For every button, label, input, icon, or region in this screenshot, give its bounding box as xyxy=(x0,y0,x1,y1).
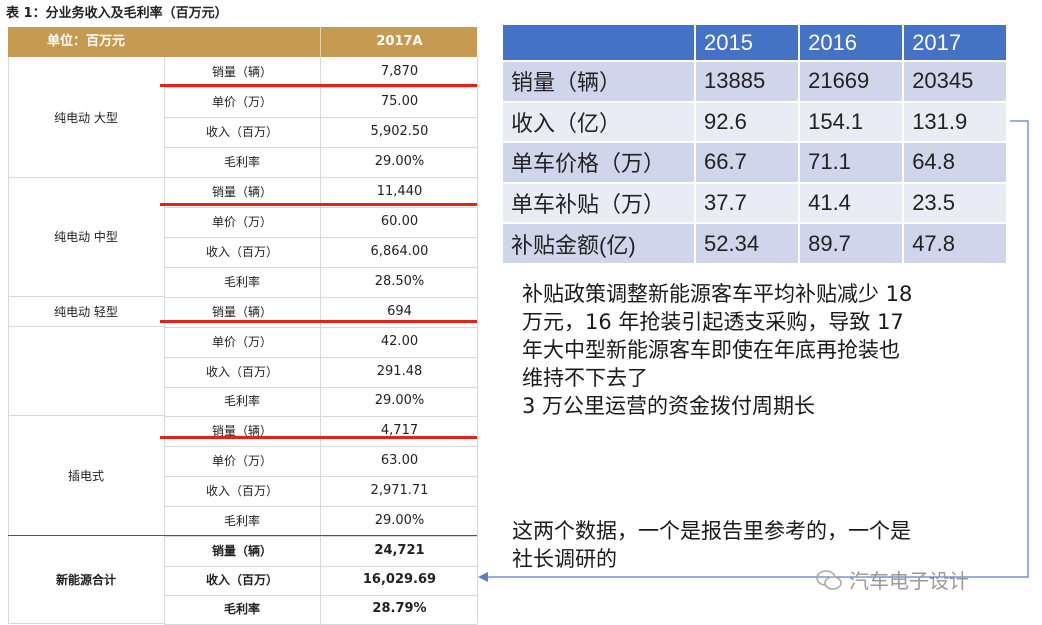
table-row: 销量（辆） 13885 21669 20345 xyxy=(503,60,1006,102)
cell-value: 92.6 xyxy=(693,100,800,143)
metric-label: 销量（辆） xyxy=(211,65,272,80)
metric-value: 11,440 xyxy=(320,177,478,207)
header-year: 2017A xyxy=(320,27,478,57)
table-header-row: 2015 2016 2017 xyxy=(503,25,1006,61)
metric-label: 毛利率 xyxy=(223,155,260,170)
metric-label: 收入（百万） xyxy=(205,245,278,260)
row-label: 补贴金额(亿) xyxy=(503,222,695,263)
metric-label: 单价（万） xyxy=(211,335,272,350)
red-underline xyxy=(160,203,477,206)
metric-label: 毛利率 xyxy=(223,394,260,409)
cell-value: 131.9 xyxy=(902,100,1006,143)
cell-value: 89.7 xyxy=(798,222,904,263)
note-line: 社长调研的 xyxy=(512,547,617,571)
note-line: 补贴政策调整新能源客车平均补贴减少 18 xyxy=(522,282,913,306)
metric-label: 单价（万） xyxy=(211,95,272,110)
group-label: 纯电动 轻型 xyxy=(8,297,165,327)
subsidy-table: 2015 2016 2017 销量（辆） 13885 21669 20345 收… xyxy=(503,25,1006,263)
note-line: 3 万公里运营的资金拨付周期长 xyxy=(522,394,816,418)
metric-value: 42.00 xyxy=(320,327,478,357)
metric-value: 63.00 xyxy=(320,446,478,476)
table-border xyxy=(8,57,478,623)
metric-value: 7,870 xyxy=(320,57,478,87)
row-label: 单车补贴（万） xyxy=(503,181,695,224)
metric-value: 24,721 xyxy=(320,536,478,566)
metric-label: 收入（百万） xyxy=(205,573,278,588)
total-divider xyxy=(8,535,477,536)
metric-value: 6,864.00 xyxy=(320,237,478,267)
metric-value: 291.48 xyxy=(320,357,478,387)
red-underline xyxy=(160,320,477,323)
table-row: 收入（百万） 16,029.69 xyxy=(164,565,477,596)
cell-value: 20345 xyxy=(902,60,1006,102)
row-label: 单车价格（万） xyxy=(503,141,695,183)
metric-label: 毛利率 xyxy=(223,514,260,529)
metric-value: 29.00% xyxy=(320,147,478,177)
metric-value: 75.00 xyxy=(320,87,478,117)
year-header: 2016 xyxy=(798,25,904,61)
metric-label: 销量（辆） xyxy=(211,544,272,559)
metric-value: 60.00 xyxy=(320,207,478,237)
metric-value: 16,029.69 xyxy=(320,565,478,595)
metric-value: 28.79% xyxy=(320,594,478,624)
metric-label: 收入（百万） xyxy=(205,484,278,499)
metric-value: 2,971.71 xyxy=(320,476,478,506)
note-line: 维持不下去了 xyxy=(522,366,648,390)
note-line: 这两个数据，一个是报告里参考的，一个是 xyxy=(512,519,911,543)
red-underline xyxy=(160,84,477,87)
metric-value: 28.50% xyxy=(320,267,478,297)
cell-value: 66.7 xyxy=(693,141,800,183)
cell-value: 23.5 xyxy=(902,181,1006,224)
cell-value: 47.8 xyxy=(902,222,1006,263)
cell-value: 13885 xyxy=(693,60,800,102)
header-blank xyxy=(503,25,695,61)
metric-label: 单价（万） xyxy=(211,454,272,469)
cell-value: 52.34 xyxy=(693,222,800,263)
note-line: 年大中型新能源客车即使在年底再抢装也 xyxy=(522,338,900,362)
metric-label: 单价（万） xyxy=(211,215,272,230)
metric-label: 销量（辆） xyxy=(211,424,272,439)
header-unit: 单位：百万元 xyxy=(46,34,125,49)
table-row: 收入（亿） 92.6 154.1 131.9 xyxy=(503,100,1006,143)
cell-value: 71.1 xyxy=(798,141,904,183)
row-label: 销量（辆） xyxy=(503,60,695,102)
metric-value: 694 xyxy=(320,297,478,327)
cell-value: 21669 xyxy=(798,60,904,102)
metric-label: 销量（辆） xyxy=(211,305,272,320)
metric-label: 收入（百万） xyxy=(205,125,278,140)
year-header: 2015 xyxy=(693,25,800,61)
watermark: 汽车电子设计 xyxy=(815,565,969,594)
metric-label: 毛利率 xyxy=(223,602,260,617)
table-caption: 表 1：分业务收入及毛利率（百万元） xyxy=(6,6,228,21)
group-label-continuation xyxy=(8,327,165,416)
metric-label: 收入（百万） xyxy=(205,365,278,380)
table-row: 补贴金额(亿) 52.34 89.7 47.8 xyxy=(503,222,1006,263)
table-row: 单车价格（万） 66.7 71.1 64.8 xyxy=(503,141,1006,183)
note-line: 万元，16 年抢装引起透支采购，导致 17 xyxy=(522,310,904,334)
data-source-note: 这两个数据，一个是报告里参考的，一个是 社长调研的 xyxy=(512,517,982,573)
wechat-icon xyxy=(816,569,842,590)
row-label: 收入（亿） xyxy=(503,100,695,143)
analysis-note: 补贴政策调整新能源客车平均补贴减少 18 万元，16 年抢装引起透支采购，导致 … xyxy=(522,280,992,420)
year-header: 2017 xyxy=(902,25,1006,61)
metric-value: 4,717 xyxy=(320,416,478,446)
watermark-text: 汽车电子设计 xyxy=(849,569,969,593)
cell-value: 41.4 xyxy=(798,181,904,224)
metric-value: 29.00% xyxy=(320,386,478,416)
metric-value: 5,902.50 xyxy=(320,117,478,147)
cell-value: 64.8 xyxy=(902,141,1006,183)
table-row: 单车补贴（万） 37.7 41.4 23.5 xyxy=(503,181,1006,224)
table-header: 单位：百万元 2017A xyxy=(8,27,477,57)
red-underline xyxy=(160,436,477,439)
metric-label: 销量（辆） xyxy=(211,185,272,200)
metric-value: 29.00% xyxy=(320,506,478,536)
metric-label: 毛利率 xyxy=(223,275,260,290)
cell-value: 37.7 xyxy=(693,181,800,224)
cell-value: 154.1 xyxy=(798,100,904,143)
